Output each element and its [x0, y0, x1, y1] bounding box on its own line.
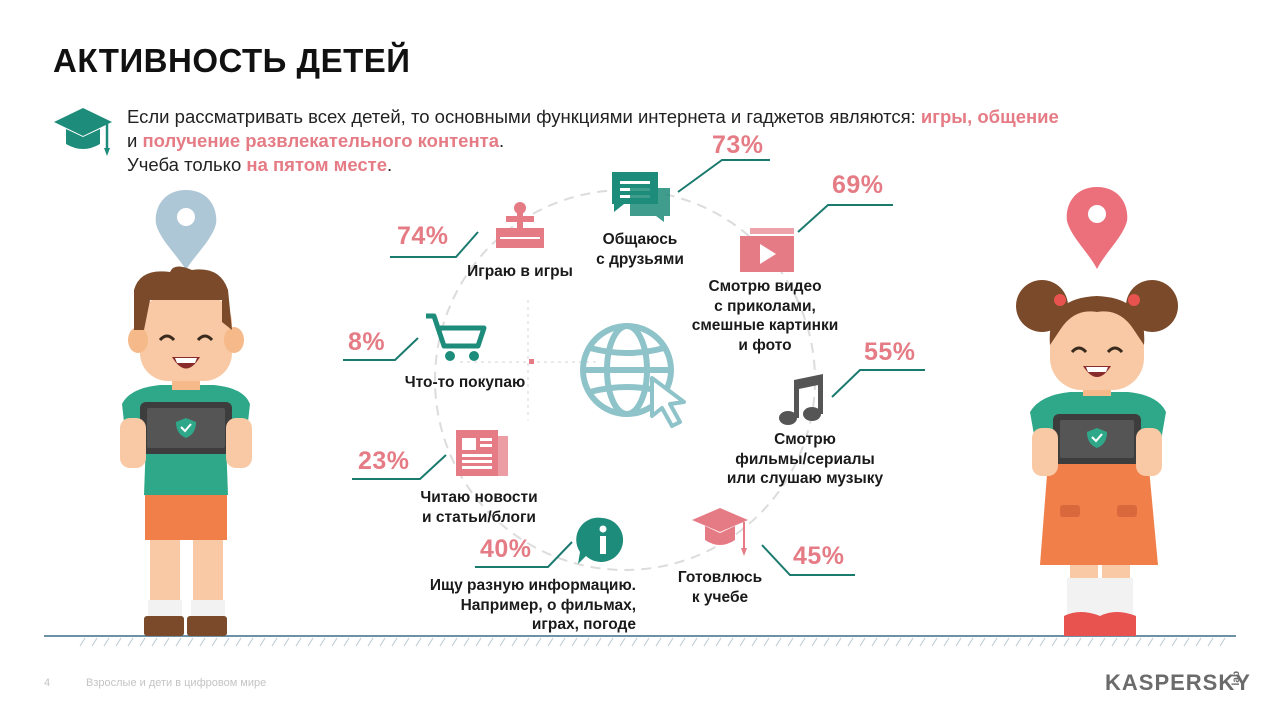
page-title: АКТИВНОСТЬ ДЕТЕЙ [53, 42, 411, 79]
kaspersky-logo-lab: lab [1231, 671, 1242, 686]
label-study: Готовлюсь к учебе [677, 569, 763, 606]
chat-icon [612, 172, 670, 222]
connector-games [390, 231, 479, 258]
video-play-icon [740, 228, 794, 272]
connector-shopping [343, 337, 419, 361]
graduation-cap-icon [54, 108, 112, 156]
label-music: Смотрю фильмы/сериалы или слушаю музыку [726, 431, 884, 487]
graduation-cap-study-icon [692, 508, 748, 556]
connector-study [761, 544, 855, 576]
connector-news [352, 454, 447, 480]
label-news: Читаю новости и статьи/блоги [420, 489, 538, 526]
connector-friends [677, 159, 770, 193]
label-info: Ищу разную информацию. Например, о фильм… [429, 577, 636, 633]
highlight-games-chat: игры, общение [920, 106, 1059, 127]
footer-caption: Взрослые и дети в цифровом мире [86, 677, 267, 689]
label-games: Играю в игры [467, 263, 573, 280]
newspaper-icon [456, 430, 508, 476]
percent-games: 74% [397, 222, 449, 250]
shopping-cart-icon [426, 313, 487, 361]
percent-shopping: 8% [348, 328, 386, 356]
connector-music [831, 369, 925, 398]
map-pin-pink-icon [1066, 187, 1128, 269]
info-icon [576, 517, 624, 564]
girl-illustration [1016, 280, 1178, 636]
kaspersky-logo: KASPERSKY [1105, 670, 1251, 695]
percent-video: 69% [832, 171, 884, 199]
percent-news: 23% [358, 447, 410, 475]
map-pin-blue-icon [155, 190, 217, 270]
label-friends: Общаюсь с друзьями [596, 231, 684, 268]
joystick-icon [496, 202, 544, 248]
boy-illustration [120, 266, 252, 636]
globe-cursor-icon [580, 323, 674, 417]
connector-info [475, 541, 573, 568]
highlight-content: получение развлекательного контента [142, 130, 499, 151]
percent-info: 40% [480, 535, 532, 563]
percent-music: 55% [864, 338, 916, 366]
music-note-icon [779, 374, 823, 425]
highlight-fifth-place: на пятом месте [246, 154, 388, 175]
label-shopping: Что-то покупаю [404, 374, 526, 391]
intro-text: Если рассматривать всех детей, то основн… [127, 106, 1059, 175]
page-number: 4 [44, 677, 51, 689]
percent-study: 45% [793, 542, 845, 570]
label-video: Смотрю видео с приколами, смешные картин… [691, 278, 839, 354]
connector-video [797, 204, 893, 233]
percent-friends: 73% [712, 131, 764, 159]
